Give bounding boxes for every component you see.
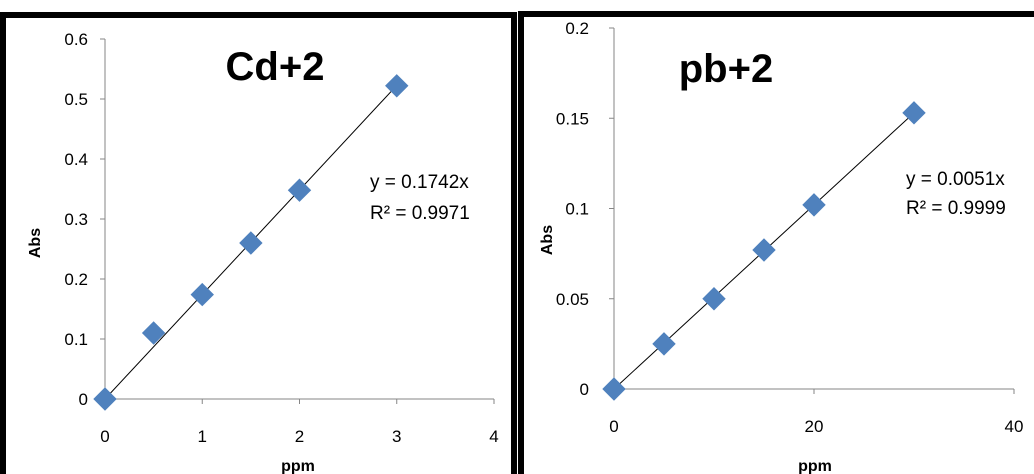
y-tick-label: 0 [580, 380, 589, 399]
data-point-marker [902, 101, 926, 125]
y-axis-title: Abs [27, 228, 44, 258]
chart-frame [0, 12, 517, 474]
x-tick-label: 2 [295, 427, 304, 446]
x-axis-title: ppm [798, 458, 832, 474]
chart-pb-svg: 0 0.05 0.1 0.15 0.2 0 20 40 pb+2 Abs ppm y = 0.0051… [518, 11, 1034, 474]
y-tick-label: 0.1 [565, 200, 589, 219]
chart-panel-cd: 0 0.1 0.2 0.3 0.4 0.5 0.6 0 1 2 3 4 Cd+2 Abs ppm y = 0.… [0, 12, 517, 474]
y-tick-label: 0.5 [64, 90, 88, 109]
y-tick-label: 0.15 [556, 109, 589, 128]
x-tick-label: 4 [489, 427, 498, 446]
r-squared-label: R² = 0.9971 [370, 203, 470, 224]
data-point-marker [802, 193, 826, 217]
y-tick-label: 0.3 [64, 210, 88, 229]
y-axis-title: Abs [539, 225, 556, 255]
chart-frame [518, 11, 1034, 474]
data-point-marker [602, 377, 626, 401]
x-axis-title: ppm [281, 458, 315, 474]
y-tick-label: 0.6 [64, 30, 88, 49]
y-tick-label: 0.2 [565, 19, 589, 38]
data-point-marker [702, 287, 726, 311]
y-tick-label: 0.1 [64, 330, 88, 349]
data-point-marker [239, 231, 263, 255]
x-tick-label: 0 [609, 417, 618, 436]
y-tick-label: 0 [79, 390, 88, 409]
x-tick-label: 40 [1005, 417, 1024, 436]
data-point-marker [141, 321, 166, 345]
y-tick-label: 0.2 [64, 270, 88, 289]
chart-title: pb+2 [679, 47, 773, 91]
data-point-marker [752, 238, 776, 262]
y-tick-label: 0.4 [64, 150, 88, 169]
r-squared-label: R² = 0.9999 [906, 198, 1006, 219]
x-tick-label: 0 [100, 427, 109, 446]
data-point-marker [652, 332, 676, 356]
y-tick-label: 0.05 [556, 290, 589, 309]
data-point-marker [385, 74, 409, 98]
trendline-equation: y = 0.0051x [906, 169, 1005, 190]
data-point-marker [190, 282, 214, 307]
data-point-marker [93, 387, 117, 411]
chart-title: Cd+2 [226, 45, 325, 89]
chart-panel-pb: 0 0.05 0.1 0.15 0.2 0 20 40 pb+2 Abs ppm y = 0.0051… [518, 0, 1034, 474]
x-tick-label: 20 [805, 417, 824, 436]
chart-cd-svg: 0 0.1 0.2 0.3 0.4 0.5 0.6 0 1 2 3 4 Cd+2 Abs ppm y = 0.… [0, 12, 517, 474]
data-point-marker [287, 178, 312, 202]
x-tick-label: 3 [392, 427, 401, 446]
trendline-equation: y = 0.1742x [370, 172, 469, 193]
x-tick-label: 1 [198, 427, 207, 446]
